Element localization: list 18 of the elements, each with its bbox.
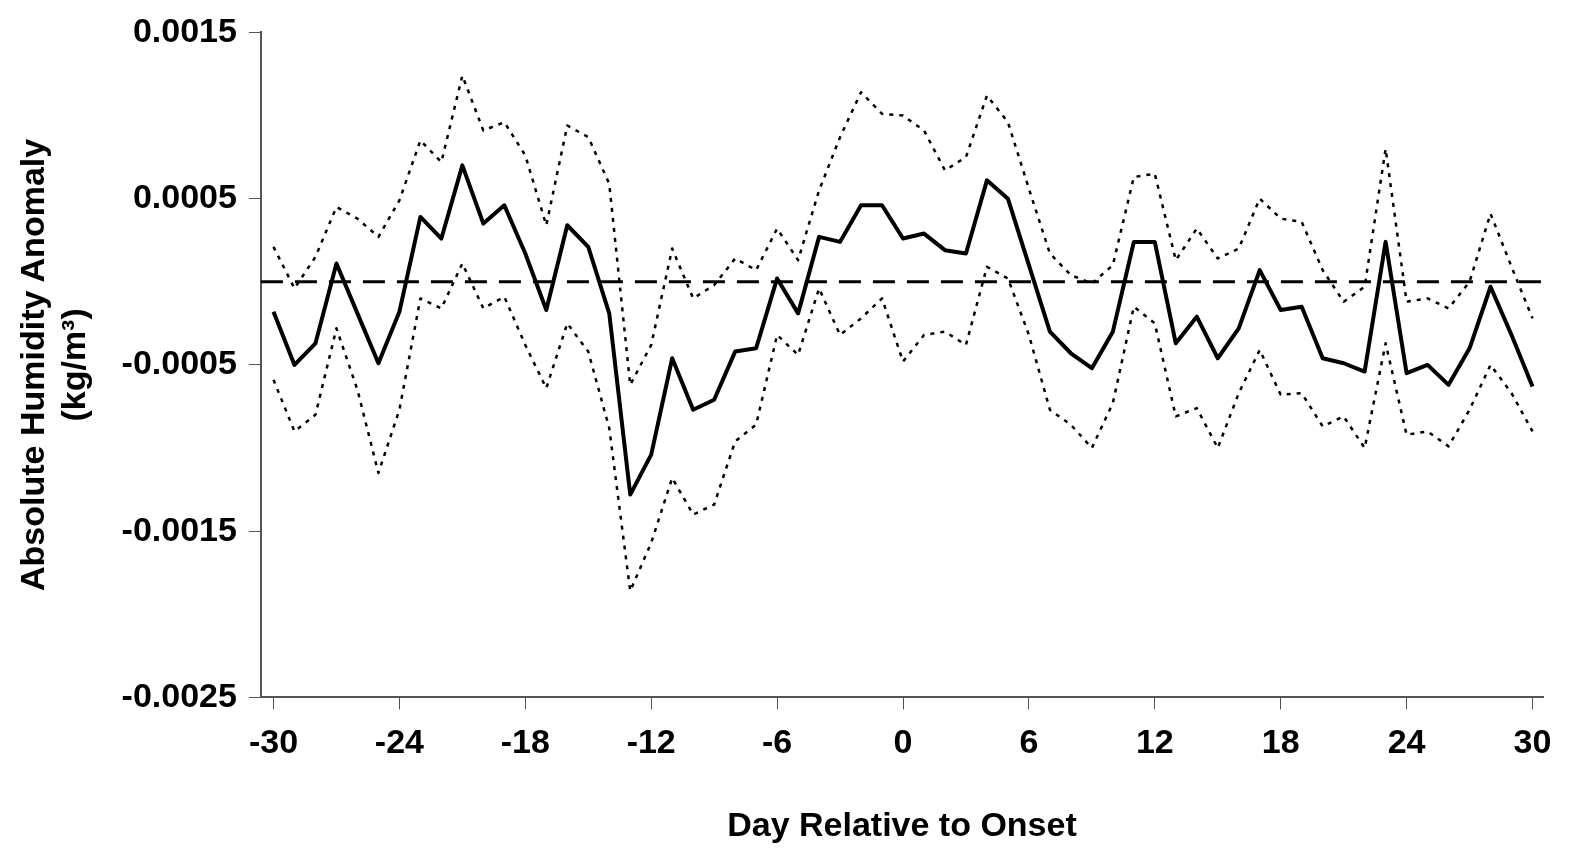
x-tick-label: -24 [374, 722, 425, 761]
x-tick-label: 0 [893, 722, 913, 761]
x-tick-label: 24 [1387, 722, 1426, 761]
y-tick-label: -0.0015 [121, 509, 237, 548]
x-tick-label: -12 [626, 722, 676, 761]
x-tick-label: 18 [1261, 722, 1300, 761]
y-axis-title: Absolute Humidity Anomaly (kg/m³) [12, 138, 92, 591]
y-tick-label: 0.0005 [132, 177, 237, 216]
y-tick-label: -0.0005 [121, 343, 237, 382]
y-tick-label: 0.0015 [132, 10, 237, 49]
x-tick-label: 12 [1135, 722, 1174, 761]
x-tick-label: -6 [761, 722, 793, 761]
x-axis-title: Day Relative to Onset [727, 804, 1077, 843]
x-tick-label: 6 [1019, 722, 1039, 761]
x-tick-label: 30 [1513, 722, 1552, 761]
y-tick-label: -0.0025 [121, 675, 237, 714]
x-tick-label: -18 [500, 722, 550, 761]
x-tick-label: -30 [248, 722, 299, 761]
